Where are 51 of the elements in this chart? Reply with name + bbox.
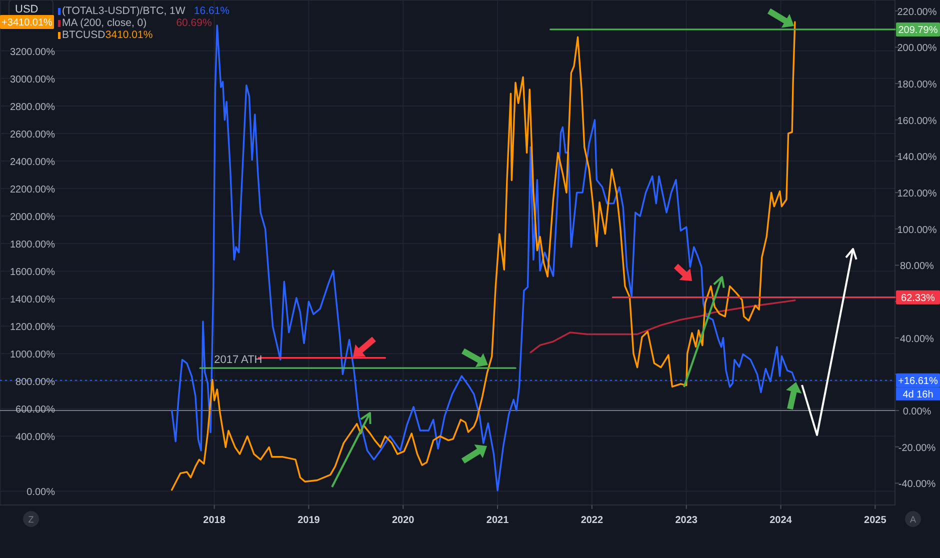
y2-tick-label: 40.00% <box>900 334 934 345</box>
annotation: +3410.01% <box>2 18 53 29</box>
y2-tick-label: -20.00% <box>898 442 936 454</box>
y-tick-label: 2200.00% <box>10 184 56 196</box>
x-tick-label: 2022 <box>580 515 604 526</box>
data-label: 62.33% <box>901 292 936 304</box>
annotation: 2017 ATH <box>214 354 262 366</box>
y-tick-label: 3200.00% <box>10 46 56 58</box>
y2-tick-label: 100.00% <box>897 224 937 236</box>
text: Z <box>28 514 34 524</box>
y-tick-label: 1600.00% <box>10 267 56 278</box>
y-tick-label: 800.00% <box>16 377 56 388</box>
line-series <box>530 299 796 354</box>
data-label: 209.79% <box>898 24 938 36</box>
x-tick-label: 2024 <box>770 515 792 526</box>
x-tick-label: 2025 <box>864 515 887 526</box>
y-tick-label: 2400.00% <box>10 156 56 168</box>
y2-tick-label: 0.00% <box>902 406 932 418</box>
annotation: 3410.01% <box>105 29 153 41</box>
y2-tick-label: 220.00% <box>897 6 937 18</box>
legend-label: MA (200, close, 0) <box>62 17 147 29</box>
y-tick-label: 0.00% <box>26 487 56 498</box>
x-tick-label: 2018 <box>203 515 226 526</box>
y-tick-label: 1800.00% <box>10 240 56 251</box>
x-tick-label: 2021 <box>486 515 510 526</box>
annotation: 60.69% <box>176 17 212 29</box>
annotation: USD <box>15 4 38 16</box>
y-tick-label: 3000.00% <box>10 74 56 86</box>
text: +16.61% <box>898 376 938 387</box>
y-tick-label: 1400.00% <box>10 294 56 306</box>
y2-tick-label: 140.00% <box>897 152 937 164</box>
text: A <box>910 514 916 524</box>
y-tick-label: 2600.00% <box>10 129 56 140</box>
text: 4d 16h <box>902 389 934 400</box>
y2-tick-label: 180.00% <box>897 80 937 91</box>
y2-tick-label: -40.00% <box>898 479 936 490</box>
y2-tick-label: 80.00% <box>900 261 934 272</box>
y2-tick-label: 200.00% <box>897 43 937 54</box>
y-tick-label: 400.00% <box>16 432 56 444</box>
y-tick-label: 2800.00% <box>10 102 56 113</box>
y-tick-label: 1000.00% <box>10 350 56 361</box>
x-tick-label: 2020 <box>392 515 415 526</box>
annotation: 16.61% <box>194 5 230 17</box>
y-tick-label: 1200.00% <box>10 322 56 334</box>
x-tick-label: 2023 <box>675 515 698 526</box>
y2-tick-label: 160.00% <box>897 116 937 127</box>
legend-label: (TOTAL3-USDT)/BTC, 1W <box>62 5 186 17</box>
x-tick-label: 2019 <box>298 515 320 526</box>
y-tick-label: 2000.00% <box>10 212 56 224</box>
legend-label: BTCUSD <box>62 29 106 41</box>
y2-tick-label: 120.00% <box>897 188 937 200</box>
